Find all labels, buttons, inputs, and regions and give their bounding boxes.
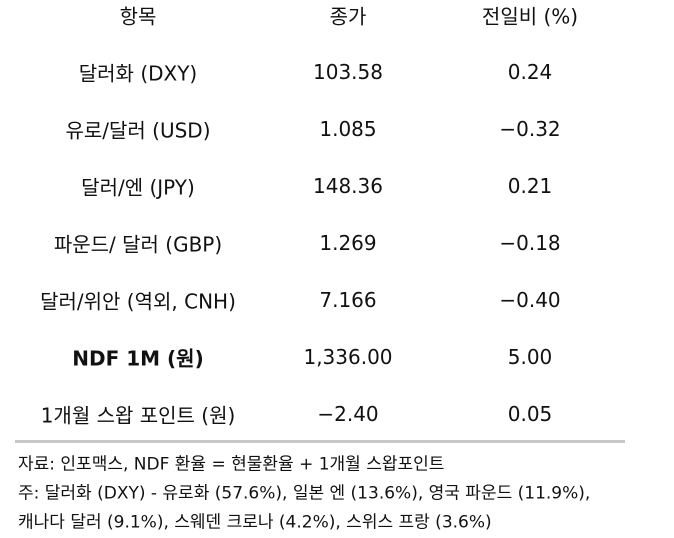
header-cell: 전일비 (%)	[481, 4, 579, 29]
row-label: NDF 1M (원)	[72, 346, 204, 371]
note-line: 주: 달러화 (DXY) - 유로화 (57.6%), 일본 엔 (13.6%)…	[18, 483, 591, 504]
cell-value: 7.166	[319, 288, 377, 312]
cell-value: −0.32	[499, 117, 561, 141]
cell-value: −0.40	[499, 288, 561, 312]
cell-value: 0.05	[507, 402, 553, 426]
cell-value: 1,336.00	[303, 345, 393, 369]
cell-value: 0.21	[507, 174, 553, 198]
cell-value: −2.40	[317, 402, 379, 426]
row-label: 달러/위안 (역외, CNH)	[40, 289, 236, 314]
cell-value: −0.18	[499, 231, 561, 255]
row-label: 1개월 스왑 포인트 (원)	[40, 403, 236, 428]
note-line: 캐나다 달러 (9.1%), 스웨덴 크로나 (4.2%), 스위스 프랑 (3…	[18, 512, 492, 533]
cell-value: 1.085	[319, 117, 377, 141]
row-label: 유로/달러 (USD)	[65, 118, 211, 143]
header-cell: 종가	[329, 4, 367, 29]
row-label: 달러/엔 (JPY)	[81, 175, 195, 200]
cell-value: 0.24	[507, 60, 553, 84]
row-label: 달러화 (DXY)	[78, 61, 198, 86]
row-label: 파운드/ 달러 (GBP)	[53, 232, 223, 257]
header-cell: 항목	[119, 4, 157, 29]
cell-value: 103.58	[313, 60, 383, 84]
cell-value: 1.269	[319, 231, 377, 255]
note-line: 자료: 인포맥스, NDF 환율 = 현물환율 + 1개월 스왑포인트	[18, 454, 445, 475]
cell-value: 148.36	[313, 174, 383, 198]
cell-value: 5.00	[507, 345, 553, 369]
divider	[15, 440, 625, 443]
